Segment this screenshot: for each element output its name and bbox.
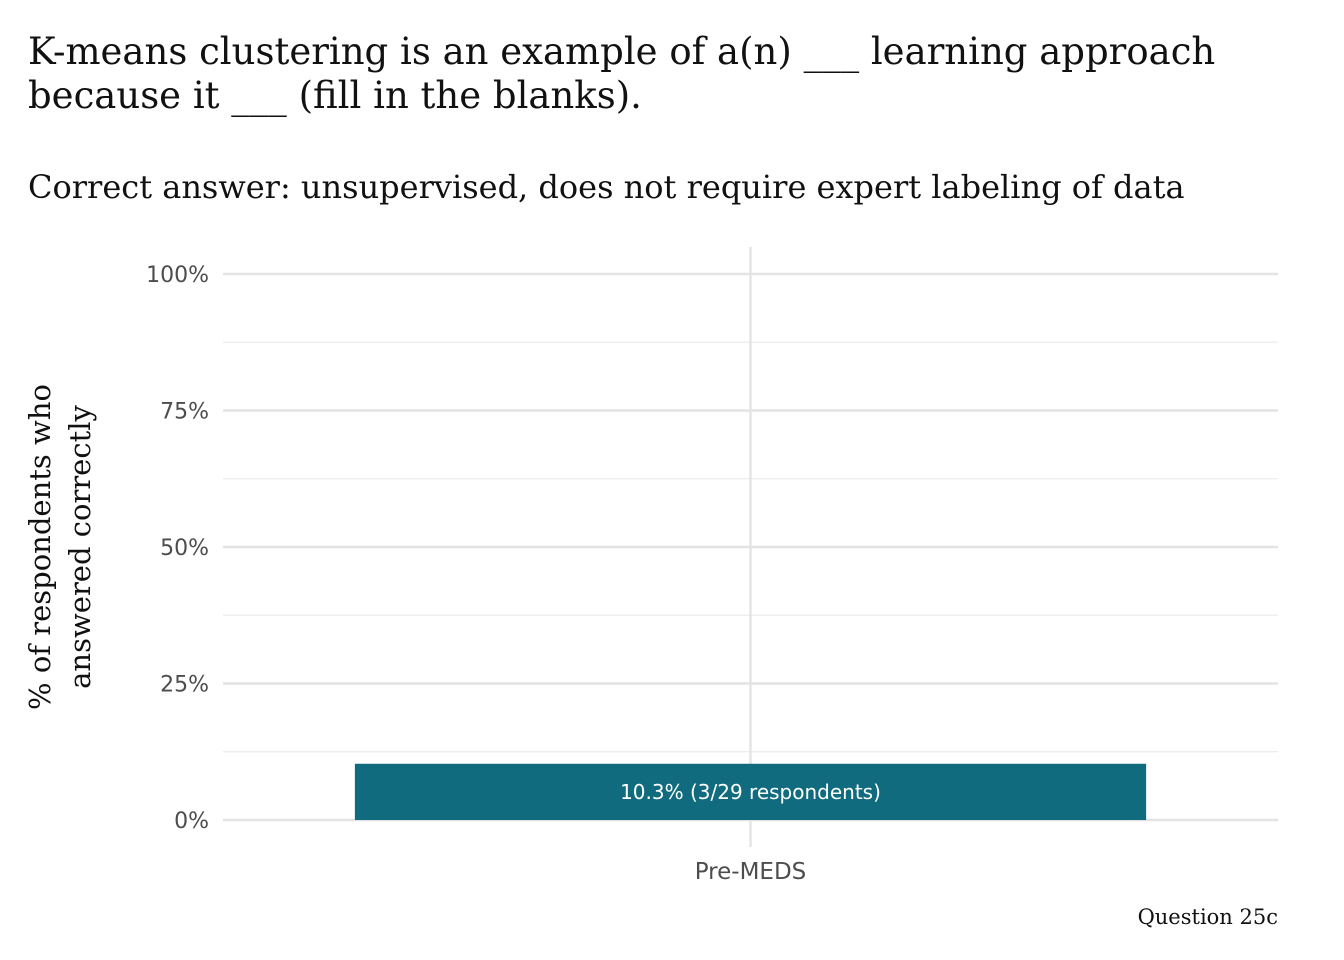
bar — [354, 763, 1147, 820]
y-tick-label: 50% — [160, 536, 209, 561]
y-tick-label: 100% — [146, 263, 209, 288]
y-tick-label: 25% — [160, 673, 209, 698]
y-tick-label: 0% — [174, 809, 209, 834]
y-axis-title: % of respondents who answered correctly — [23, 384, 97, 710]
x-tick-label: Pre-MEDS — [695, 859, 807, 885]
bar-data-label: 10.3% (3/29 respondents) — [620, 780, 881, 804]
y-tick-label: 75% — [160, 400, 209, 425]
y-axis-title-line: % of respondents who — [23, 384, 57, 710]
chart-subtitle: Correct answer: unsupervised, does not r… — [28, 168, 1185, 206]
y-axis-title-line: answered correctly — [63, 404, 97, 688]
chart-title: K-means clustering is an example of a(n)… — [28, 30, 1216, 117]
chart-caption: Question 25c — [1137, 905, 1278, 929]
